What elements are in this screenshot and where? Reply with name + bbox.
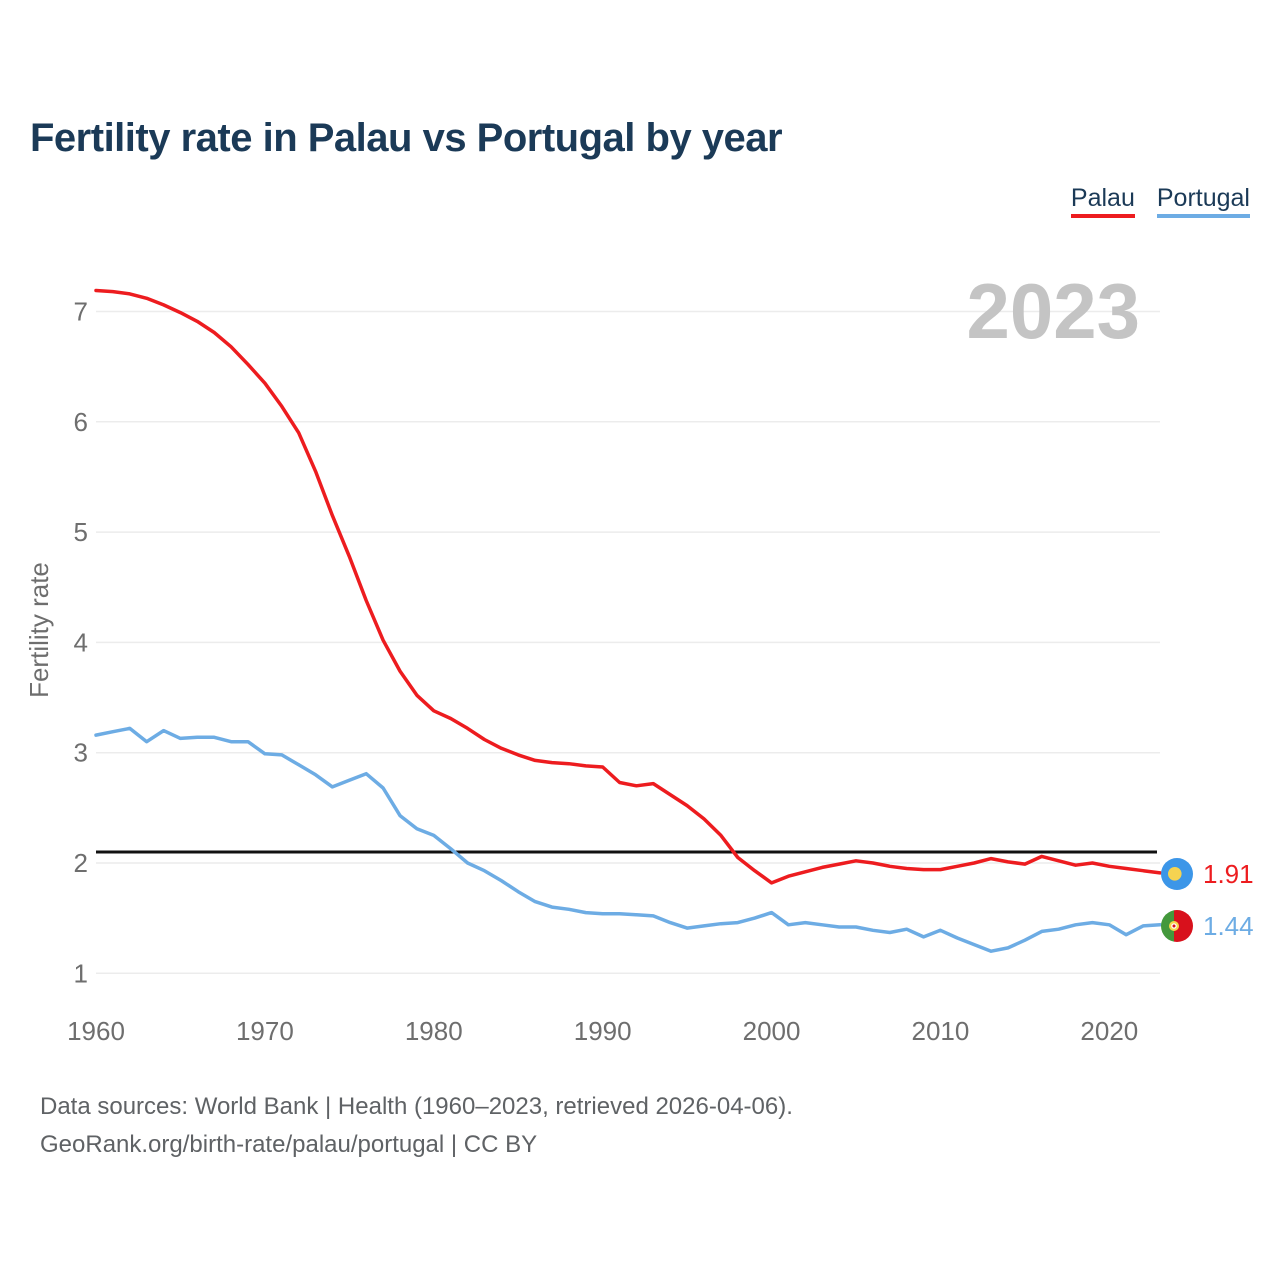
- end-value-portugal: 1.44: [1203, 910, 1254, 941]
- series-line-palau[interactable]: [94, 288, 1162, 885]
- x-tick-label: 2000: [743, 1016, 801, 1046]
- end-value-palau: 1.91: [1203, 858, 1254, 889]
- portugal-flag-icon: [1161, 910, 1193, 942]
- palau-flag-icon: [1161, 858, 1193, 890]
- x-tick-label: 1980: [405, 1016, 463, 1046]
- end-label-portugal: 1.44: [1161, 910, 1254, 942]
- y-tick-label: 2: [74, 848, 88, 878]
- page-title: Fertility rate in Palau vs Portugal by y…: [30, 116, 783, 160]
- x-tick-label: 1970: [236, 1016, 294, 1046]
- y-tick-label: 7: [74, 297, 88, 327]
- y-axis-label: Fertility rate: [24, 562, 54, 698]
- y-tick-label: 5: [74, 517, 88, 547]
- x-tick-label: 2020: [1080, 1016, 1138, 1046]
- x-tick-label: 1990: [574, 1016, 632, 1046]
- y-tick-label: 4: [74, 627, 88, 657]
- data-sources-line2: GeoRank.org/birth-rate/palau/portugal | …: [40, 1131, 538, 1158]
- chart-legend: Palau Portugal: [1070, 184, 1250, 218]
- y-tick-label: 6: [74, 407, 88, 437]
- legend-item-portugal[interactable]: Portugal: [1156, 184, 1250, 218]
- data-sources-line1: Data sources: World Bank | Health (1960–…: [40, 1093, 793, 1120]
- data-sources: Data sources: World Bank | Health (1960–…: [40, 1088, 793, 1164]
- series-line-portugal[interactable]: [94, 726, 1162, 953]
- y-tick-label: 3: [74, 738, 88, 768]
- x-tick-label: 2010: [912, 1016, 970, 1046]
- end-label-palau: 1.91: [1161, 858, 1254, 890]
- x-tick-label: 1960: [67, 1016, 125, 1046]
- legend-item-palau[interactable]: Palau: [1070, 184, 1135, 218]
- y-tick-label: 1: [74, 958, 88, 988]
- year-watermark: 2023: [966, 267, 1140, 355]
